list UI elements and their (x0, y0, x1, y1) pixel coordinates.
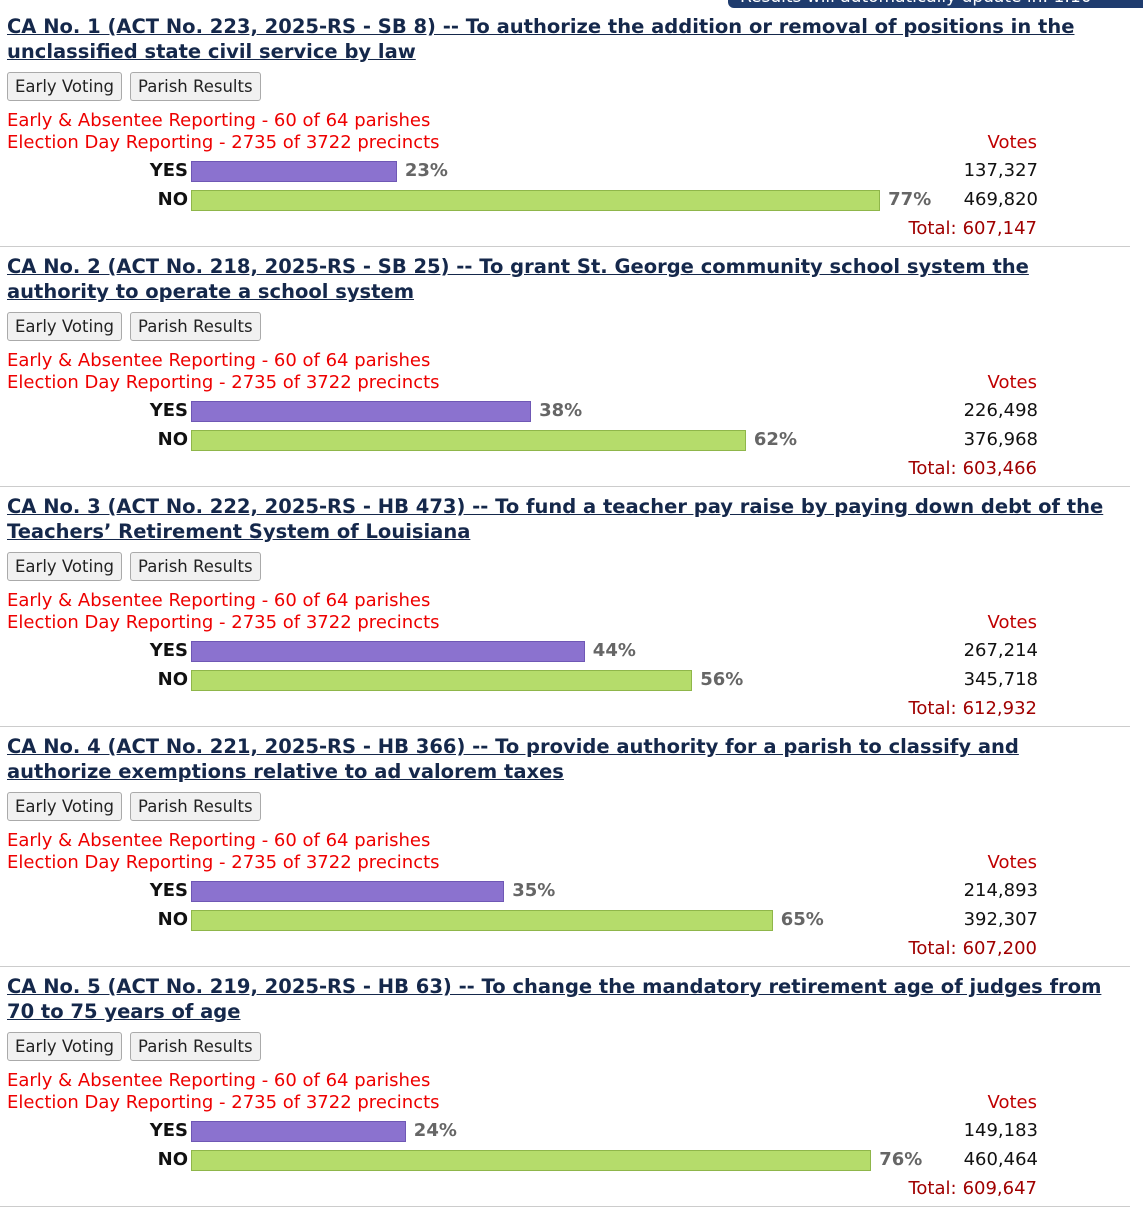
tab-button[interactable]: Parish Results (130, 72, 261, 101)
votes-header: Votes (987, 132, 1037, 153)
total-row: Total: 612,932 (908, 698, 1037, 720)
reporting-line: Election Day Reporting - 2735 of 3722 pr… (7, 1092, 440, 1113)
choice-label: YES (149, 640, 188, 661)
choice-label: NO (157, 909, 188, 930)
result-bar (191, 161, 397, 182)
total-value: 609,647 (962, 1178, 1037, 1199)
vote-count: 267,214 (963, 640, 1038, 661)
percent-label: 76% (879, 1149, 923, 1170)
update-banner: Results will automatically update in: 1:… (728, 0, 1143, 8)
vote-count: 149,183 (963, 1120, 1038, 1141)
choice-label: NO (157, 189, 188, 210)
measure-block: CA No. 3 (ACT No. 222, 2025-RS - HB 473)… (0, 480, 1143, 727)
tab-button[interactable]: Parish Results (130, 792, 261, 821)
percent-label: 44% (592, 640, 636, 661)
votes-header: Votes (987, 852, 1037, 873)
result-bar (191, 190, 881, 211)
choice-label: NO (157, 1149, 188, 1170)
reporting-line: Early & Absentee Reporting - 60 of 64 pa… (7, 590, 431, 611)
separator (0, 486, 1130, 487)
reporting-line: Election Day Reporting - 2735 of 3722 pr… (7, 852, 440, 873)
tab-button[interactable]: Early Voting (7, 1032, 122, 1061)
choice-label: YES (149, 880, 188, 901)
vote-count: 460,464 (963, 1149, 1038, 1170)
choice-label: YES (149, 400, 188, 421)
votes-header: Votes (987, 612, 1037, 633)
percent-label: 65% (780, 909, 824, 930)
reporting-line: Early & Absentee Reporting - 60 of 64 pa… (7, 830, 431, 851)
result-bar (191, 881, 505, 902)
vote-count: 137,327 (963, 160, 1038, 181)
choice-label: YES (149, 160, 188, 181)
tab-button[interactable]: Parish Results (130, 552, 261, 581)
measure-title[interactable]: CA No. 4 (ACT No. 221, 2025-RS - HB 366)… (7, 735, 1019, 783)
result-bar (191, 910, 773, 931)
percent-label: 38% (539, 400, 583, 421)
vote-count: 214,893 (963, 880, 1038, 901)
result-bar (191, 670, 693, 691)
result-bar (191, 641, 585, 662)
percent-label: 77% (888, 189, 932, 210)
total-value: 603,466 (962, 458, 1037, 479)
reporting-line: Election Day Reporting - 2735 of 3722 pr… (7, 612, 440, 633)
total-row: Total: 609,647 (908, 1178, 1037, 1200)
percent-label: 62% (753, 429, 797, 450)
measure-title[interactable]: CA No. 1 (ACT No. 223, 2025-RS - SB 8) -… (7, 15, 1075, 63)
percent-label: 56% (700, 669, 744, 690)
tab-button[interactable]: Early Voting (7, 72, 122, 101)
reporting-line: Election Day Reporting - 2735 of 3722 pr… (7, 132, 440, 153)
votes-header: Votes (987, 1092, 1037, 1113)
tab-button[interactable]: Parish Results (130, 312, 261, 341)
result-bar (191, 1150, 872, 1171)
total-label: Total: (908, 938, 957, 959)
votes-header: Votes (987, 372, 1037, 393)
tab-button[interactable]: Early Voting (7, 312, 122, 341)
total-label: Total: (908, 218, 957, 239)
reporting-line: Early & Absentee Reporting - 60 of 64 pa… (7, 1070, 431, 1091)
measure-block: CA No. 5 (ACT No. 219, 2025-RS - HB 63) … (0, 960, 1143, 1207)
choice-label: NO (157, 429, 188, 450)
vote-count: 345,718 (963, 669, 1038, 690)
vote-count: 392,307 (963, 909, 1038, 930)
measure-title[interactable]: CA No. 2 (ACT No. 218, 2025-RS - SB 25) … (7, 255, 1029, 303)
measure-title[interactable]: CA No. 3 (ACT No. 222, 2025-RS - HB 473)… (7, 495, 1104, 543)
total-row: Total: 607,147 (908, 218, 1037, 240)
tab-button[interactable]: Early Voting (7, 552, 122, 581)
measure-block: CA No. 2 (ACT No. 218, 2025-RS - SB 25) … (0, 240, 1143, 487)
result-bar (191, 1121, 406, 1142)
percent-label: 24% (413, 1120, 457, 1141)
separator (0, 246, 1130, 247)
vote-count: 226,498 (963, 400, 1038, 421)
measure-block: CA No. 1 (ACT No. 223, 2025-RS - SB 8) -… (0, 0, 1143, 247)
total-value: 607,200 (962, 938, 1037, 959)
separator (0, 966, 1130, 967)
total-value: 607,147 (962, 218, 1037, 239)
percent-label: 23% (404, 160, 448, 181)
total-value: 612,932 (962, 698, 1037, 719)
measure-title[interactable]: CA No. 5 (ACT No. 219, 2025-RS - HB 63) … (7, 975, 1102, 1023)
total-label: Total: (908, 1178, 957, 1199)
total-label: Total: (908, 458, 957, 479)
total-label: Total: (908, 698, 957, 719)
separator (0, 726, 1130, 727)
reporting-line: Early & Absentee Reporting - 60 of 64 pa… (7, 350, 431, 371)
reporting-line: Election Day Reporting - 2735 of 3722 pr… (7, 372, 440, 393)
tab-button[interactable]: Parish Results (130, 1032, 261, 1061)
choice-label: YES (149, 1120, 188, 1141)
percent-label: 35% (512, 880, 556, 901)
vote-count: 376,968 (963, 429, 1038, 450)
measure-block: CA No. 4 (ACT No. 221, 2025-RS - HB 366)… (0, 720, 1143, 967)
total-row: Total: 603,466 (908, 458, 1037, 480)
tab-button[interactable]: Early Voting (7, 792, 122, 821)
choice-label: NO (157, 669, 188, 690)
vote-count: 469,820 (963, 189, 1038, 210)
result-bar (191, 430, 746, 451)
reporting-line: Early & Absentee Reporting - 60 of 64 pa… (7, 110, 431, 131)
total-row: Total: 607,200 (908, 938, 1037, 960)
result-bar (191, 401, 532, 422)
